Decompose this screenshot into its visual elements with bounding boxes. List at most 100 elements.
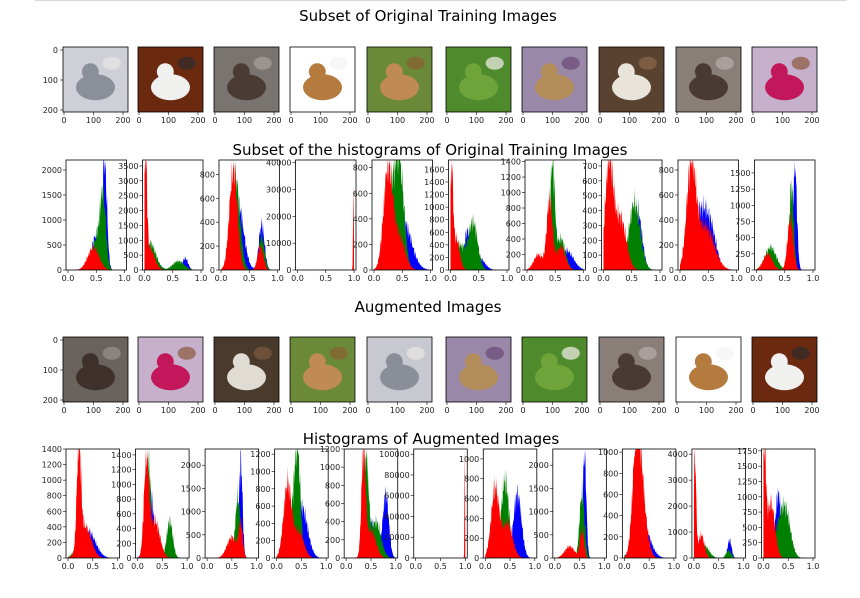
x-tick-label: 0.5: [166, 274, 179, 283]
x-tick-label: 1.0: [807, 274, 820, 283]
image-frame: [751, 46, 818, 113]
y-tick-label: 400: [464, 514, 479, 523]
histogram-frame: [295, 159, 357, 271]
y-tick-label: 600: [255, 502, 270, 511]
image-panel-augmented-10: 0 100 200: [750, 336, 820, 415]
x-tick-label: 1.0: [250, 562, 263, 571]
histogram-panel-original-3: 0 200 400 600 800 0.0 0.5 1.0: [200, 159, 284, 283]
dog-body-shape: [76, 364, 115, 391]
y-tick-label: 1000: [250, 467, 270, 476]
image-panel-augmented-6: 0 100 200: [444, 336, 514, 415]
y-tick-label: 0: [133, 266, 138, 275]
y-tick-label: 30000: [266, 186, 291, 195]
row-title-original-images: Subset of Original Training Images: [299, 7, 557, 25]
dog-body-shape: [151, 364, 190, 391]
x-tick-label: 0: [288, 406, 293, 415]
image-panel-original-2: 0 100 200: [136, 46, 206, 125]
y-tick-label: 600: [582, 177, 597, 186]
x-tick-label: 100: [313, 116, 328, 125]
x-tick-label: 1.0: [598, 562, 611, 571]
histogram-panel-original-4: 0 10000 20000 30000 40000 0.0 0.5 1.0: [266, 159, 360, 283]
histogram-panel-augmented-1: 0 200 400 600 800 1000 1200 1400 0.0 0.5 1.0: [42, 445, 124, 571]
x-tick-label: 0: [444, 116, 449, 125]
y-tick-label: 400: [200, 218, 215, 227]
y-tick-label: 400: [603, 512, 618, 521]
y-tick-label: 500: [742, 523, 757, 532]
image-frame: [289, 336, 356, 403]
x-tick-label: 1.0: [528, 562, 541, 571]
background-detail-shape: [791, 56, 810, 70]
x-tick-label: 0: [288, 116, 293, 125]
y-tick-label: 3500: [118, 162, 138, 171]
x-tick-label: 0.0: [409, 562, 422, 571]
x-tick-label: 200: [342, 116, 357, 125]
x-tick-label: 200: [115, 406, 130, 415]
histogram-panel-augmented-2: 0 200 400 600 800 1000 1200 1400 0.0 0.5 1.0: [111, 448, 193, 571]
y-tick-label: 700: [582, 162, 597, 171]
histogram-panel-augmented-11: 0 250 500 750 1000 1250 1500 1750 0.0 0.5 1.0: [737, 447, 819, 571]
dog-body-shape: [303, 74, 342, 101]
x-tick-label: 100: [622, 116, 637, 125]
histogram-blue-channel: [693, 537, 744, 558]
y-tick-label: 4000: [668, 450, 688, 459]
background-detail-shape: [406, 56, 425, 70]
y-tick-label: 2000: [528, 461, 548, 470]
image-frame: [445, 336, 512, 403]
x-tick-label: 1.0: [111, 562, 124, 571]
y-tick-label: 0: [752, 554, 757, 563]
x-tick-label: 0.0: [340, 562, 353, 571]
y-tick-label: 0: [439, 266, 444, 275]
y-tick-label: 1000: [42, 476, 62, 485]
histogram-panel-original-2: 0 500 1000 1500 2000 2500 3000 3500 0.0 0.5 1.0: [118, 159, 207, 283]
dog-head-shape: [770, 353, 788, 371]
x-tick-label: 1.0: [577, 274, 590, 283]
image-panel-original-9: 0 100 200: [674, 46, 744, 125]
dog-head-shape: [694, 353, 712, 371]
histogram-panel-augmented-8: 0 500 1000 1500 2000 0.0 0.5 1.0: [528, 448, 611, 571]
y-tick-label: 800: [506, 204, 521, 213]
background-detail-shape: [177, 346, 196, 360]
y-tick-label: 200: [325, 536, 340, 545]
histogram-green-channel: [144, 239, 201, 270]
x-tick-label: 100: [390, 406, 405, 415]
x-tick-label: 0.0: [131, 562, 144, 571]
y-tick-label: 200: [47, 538, 62, 547]
histogram-panel-augmented-3: 0 500 1000 1500 2000 0.0 0.5 1.0: [181, 448, 263, 571]
histogram-red-channel: [374, 160, 431, 270]
histogram-red-channel: [68, 449, 118, 558]
dog-body-shape: [76, 74, 115, 101]
x-tick-label: 1.0: [459, 562, 472, 571]
histogram-blue-channel: [527, 246, 584, 270]
x-tick-label: 0.0: [138, 274, 151, 283]
dog-body-shape: [227, 364, 266, 391]
x-tick-label: 100: [699, 116, 714, 125]
image-frame: [598, 336, 665, 403]
y-tick-label: 500: [582, 192, 597, 201]
histogram-red-channel: [137, 449, 188, 558]
y-tick-label: 1400: [424, 178, 444, 187]
x-tick-label: 0: [61, 406, 66, 415]
x-tick-label: 200: [190, 116, 205, 125]
y-tick-label: 600: [200, 194, 215, 203]
histogram-panel-original-6: 0 200 400 600 800 1000 1200 1400 1600 0.0 0.5 1.0: [424, 159, 513, 283]
y-tick-label: 600: [464, 495, 479, 504]
x-tick-label: 200: [804, 116, 819, 125]
y-tick-label: 800: [200, 170, 215, 179]
x-tick-label: 0: [520, 116, 525, 125]
x-tick-label: 0.5: [90, 274, 103, 283]
y-tick-label: 800: [603, 469, 618, 478]
background-detail-shape: [638, 56, 657, 70]
background-detail-shape: [253, 56, 272, 70]
x-tick-label: 0.0: [757, 562, 770, 571]
x-tick-label: 0.5: [295, 562, 308, 571]
histogram-frame: [754, 159, 816, 271]
y-tick-label: 200: [464, 534, 479, 543]
x-tick-label: 100: [237, 116, 252, 125]
dog-body-shape: [380, 74, 419, 101]
histogram-red-channel: [680, 160, 737, 270]
y-tick-label: 10000: [266, 239, 291, 248]
x-tick-label: 0.5: [243, 274, 256, 283]
dog-head-shape: [540, 353, 558, 371]
y-tick-label: 1000: [424, 203, 444, 212]
x-tick-label: 1.0: [118, 274, 131, 283]
